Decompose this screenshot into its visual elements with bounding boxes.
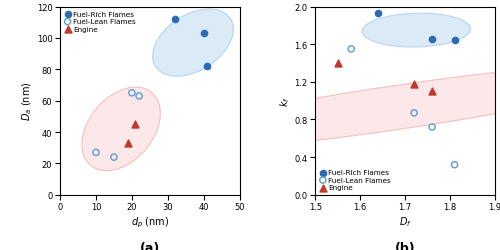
Engine: [132, 123, 140, 127]
Fuel-Lean Flames: [410, 112, 418, 116]
Fuel-Rich Flames: [374, 12, 382, 16]
Y-axis label: $k_f$: $k_f$: [278, 96, 291, 107]
Y-axis label: $D_a$ (nm): $D_a$ (nm): [20, 82, 34, 121]
Ellipse shape: [136, 64, 500, 152]
X-axis label: $D_f$: $D_f$: [399, 214, 411, 228]
Ellipse shape: [362, 14, 470, 48]
Fuel-Lean Flames: [110, 156, 118, 160]
Fuel-Rich Flames: [200, 32, 208, 36]
Engine: [428, 90, 436, 94]
Engine: [410, 82, 418, 86]
Legend: Fuel-Rich Flames, Fuel-Lean Flames, Engine: Fuel-Rich Flames, Fuel-Lean Flames, Engi…: [319, 169, 392, 192]
Fuel-Rich Flames: [204, 65, 212, 69]
Fuel-Rich Flames: [450, 39, 458, 43]
X-axis label: $d_p$ (nm): $d_p$ (nm): [130, 214, 169, 229]
Fuel-Rich Flames: [428, 37, 436, 41]
Fuel-Lean Flames: [135, 94, 143, 98]
Ellipse shape: [152, 10, 234, 77]
Engine: [124, 142, 132, 146]
Fuel-Lean Flames: [450, 163, 458, 167]
Text: (a): (a): [140, 241, 160, 250]
Fuel-Rich Flames: [171, 18, 179, 22]
Fuel-Lean Flames: [347, 48, 355, 52]
Fuel-Lean Flames: [428, 126, 436, 130]
Ellipse shape: [82, 88, 160, 171]
Engine: [334, 62, 342, 66]
Legend: Fuel-Rich Flames, Fuel-Lean Flames, Engine: Fuel-Rich Flames, Fuel-Lean Flames, Engi…: [64, 11, 136, 34]
Fuel-Lean Flames: [128, 92, 136, 96]
Fuel-Lean Flames: [92, 151, 100, 155]
Text: (b): (b): [395, 241, 415, 250]
